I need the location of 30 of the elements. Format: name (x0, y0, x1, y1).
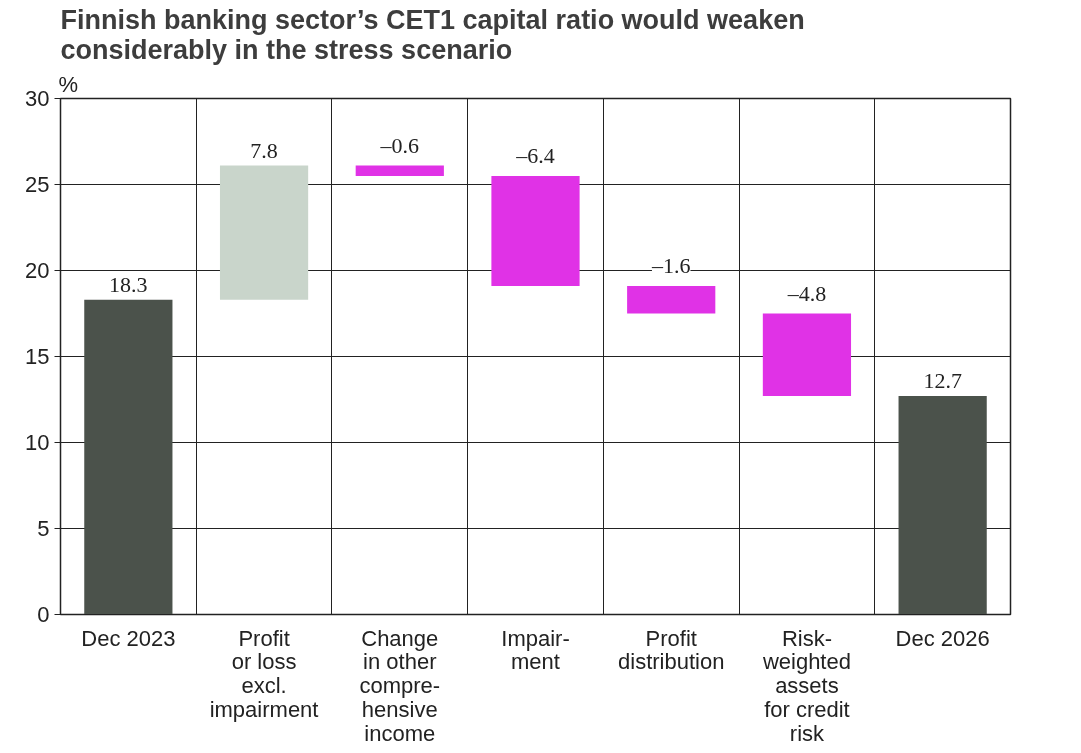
data-label: –1.6 (650, 252, 691, 278)
data-label: –0.6 (379, 132, 420, 158)
bar (491, 175, 580, 286)
y-tick-label: 25 (25, 172, 50, 197)
bar (762, 313, 852, 397)
x-tick-label: Risk- weighted assets for credit risk (761, 625, 851, 746)
x-tick-label: Dec 2023 (81, 625, 176, 651)
y-tick-label: 30 (25, 86, 50, 111)
chart-title: Finnish banking sector’s CET1 capital ratio would weaken considerably in the stress scenario (60, 5, 805, 65)
y-tick-label: 5 (37, 516, 50, 541)
x-tick-label: Change in other compre- hensive income (359, 625, 441, 746)
x-tick-label: Profit distribution (618, 625, 725, 675)
bar (627, 285, 716, 314)
data-label: 7.8 (250, 137, 278, 163)
data-label: –4.8 (786, 280, 827, 306)
data-label: 18.3 (109, 271, 148, 297)
bar (219, 165, 309, 300)
y-tick-label: 15 (25, 344, 50, 369)
y-tick-label: 0 (37, 602, 50, 627)
bar (355, 165, 444, 176)
bar (84, 299, 173, 615)
data-label: –6.4 (515, 142, 555, 168)
data-label: 12.7 (923, 368, 962, 394)
x-tick-label: Dec 2026 (895, 625, 990, 651)
bar (898, 396, 987, 615)
x-tick-label: Impair- ment (501, 625, 570, 675)
x-tick-label: Profit or loss excl. impairment (209, 625, 319, 722)
y-tick-label: 10 (25, 430, 50, 455)
y-tick-label: 20 (25, 258, 50, 283)
y-axis-title: % (58, 71, 79, 97)
